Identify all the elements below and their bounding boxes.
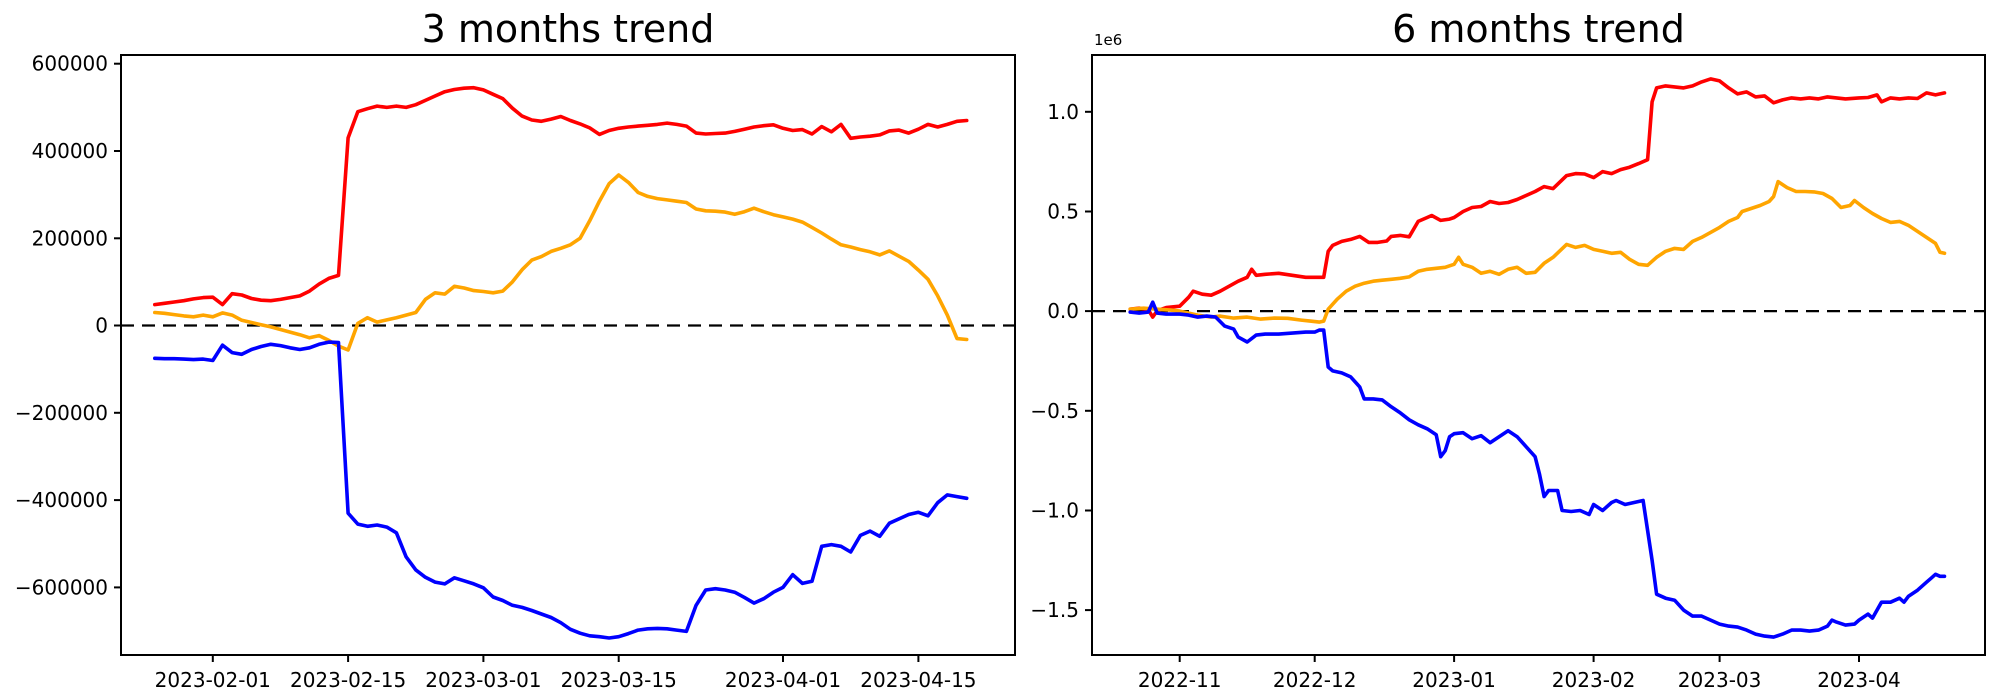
chart-six-months: 1.0 0.5 0.0 −0.5 −1.0 −1.5 2022-11 2022-12 2023-… [1030, 54, 1986, 692]
chart-title-6-months: 6 months trend [1392, 7, 1685, 51]
x-tick-label-three-months: 2023-03-01 [425, 668, 541, 692]
x-tick-label-three-months: 2023-03-15 [561, 668, 677, 692]
y-tick-label-three-months: −400000 [15, 488, 108, 512]
y-tick-label-six-months: 0.5 [1047, 199, 1079, 223]
y-tick-label-six-months: 0.0 [1047, 299, 1079, 323]
y-tick-label-three-months: 0 [95, 314, 108, 338]
x-tick-label-three-months: 2023-02-01 [155, 668, 271, 692]
y-tick-label-three-months: 600000 [32, 52, 108, 76]
orange-series-line-six-months [1128, 179, 1947, 324]
red-series-line-six-months [1128, 77, 1947, 319]
y-tick-label-six-months: −1.0 [1030, 498, 1079, 522]
y-tick-label-three-months: −200000 [15, 401, 108, 425]
x-tick-label-six-months: 2023-03 [1678, 668, 1762, 692]
x-tick-label-three-months: 2023-04-01 [725, 668, 841, 692]
x-tick-label-six-months: 2022-12 [1273, 668, 1357, 692]
axes-box-six-months [1091, 54, 1986, 656]
orange-series-line-three-months [153, 173, 969, 352]
x-tick-label-six-months: 2023-02 [1552, 668, 1636, 692]
y-tick-label-three-months: 200000 [32, 226, 108, 250]
y-axis-offset-label: 1e6 [1094, 31, 1123, 49]
axes-box-three-months [120, 54, 1016, 656]
y-tick-label-three-months: −600000 [15, 575, 108, 599]
y-tick-label-six-months: −0.5 [1030, 399, 1079, 423]
x-tick-label-three-months: 2023-04-15 [860, 668, 976, 692]
red-series-line-three-months [153, 85, 969, 307]
x-tick-label-six-months: 2023-04 [1817, 668, 1901, 692]
chart-three-months: 600000 400000 200000 0 −200000 −400000 −600000… [15, 52, 1016, 692]
x-tick-label-six-months: 2022-11 [1138, 668, 1222, 692]
chart-title-3-months: 3 months trend [421, 7, 715, 51]
x-tick-label-six-months: 2023-01 [1412, 668, 1496, 692]
y-tick-label-three-months: 400000 [32, 139, 108, 163]
blue-series-line-six-months [1128, 300, 1947, 639]
blue-series-line-three-months [153, 340, 969, 640]
x-tick-label-three-months: 2023-02-15 [290, 668, 406, 692]
y-tick-label-six-months: −1.5 [1030, 598, 1079, 622]
y-tick-label-six-months: 1.0 [1047, 100, 1079, 124]
